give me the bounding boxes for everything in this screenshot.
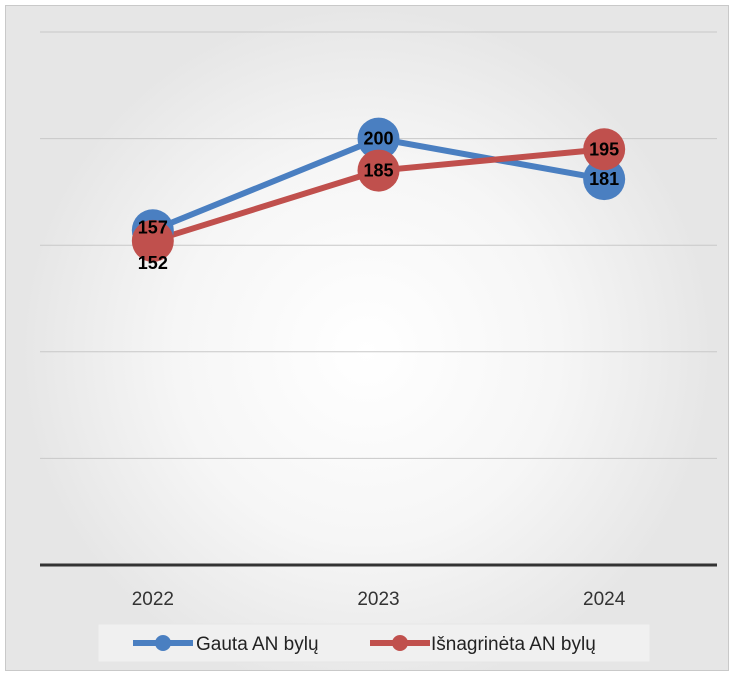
data-label: 195 [589, 139, 619, 159]
data-label: 181 [589, 169, 619, 189]
x-tick-label: 2023 [357, 589, 399, 610]
data-label: 157 [138, 217, 168, 237]
data-label: 152 [138, 253, 168, 273]
legend-label: Gauta AN bylų [196, 634, 319, 655]
legend-swatch-marker [155, 635, 171, 651]
legend-swatch-marker [392, 635, 408, 651]
legend-label: Išnagrinėta AN bylų [431, 634, 596, 655]
x-tick-label: 2022 [132, 589, 174, 610]
data-point-marker [583, 128, 626, 171]
data-point-marker [131, 219, 174, 262]
x-tick-label: 2024 [583, 589, 626, 610]
data-point-marker [357, 149, 400, 192]
data-label: 185 [363, 161, 393, 181]
data-point-marker [357, 117, 400, 160]
chart-area [5, 5, 729, 671]
data-point-marker [583, 158, 626, 201]
data-label: 200 [363, 129, 393, 149]
